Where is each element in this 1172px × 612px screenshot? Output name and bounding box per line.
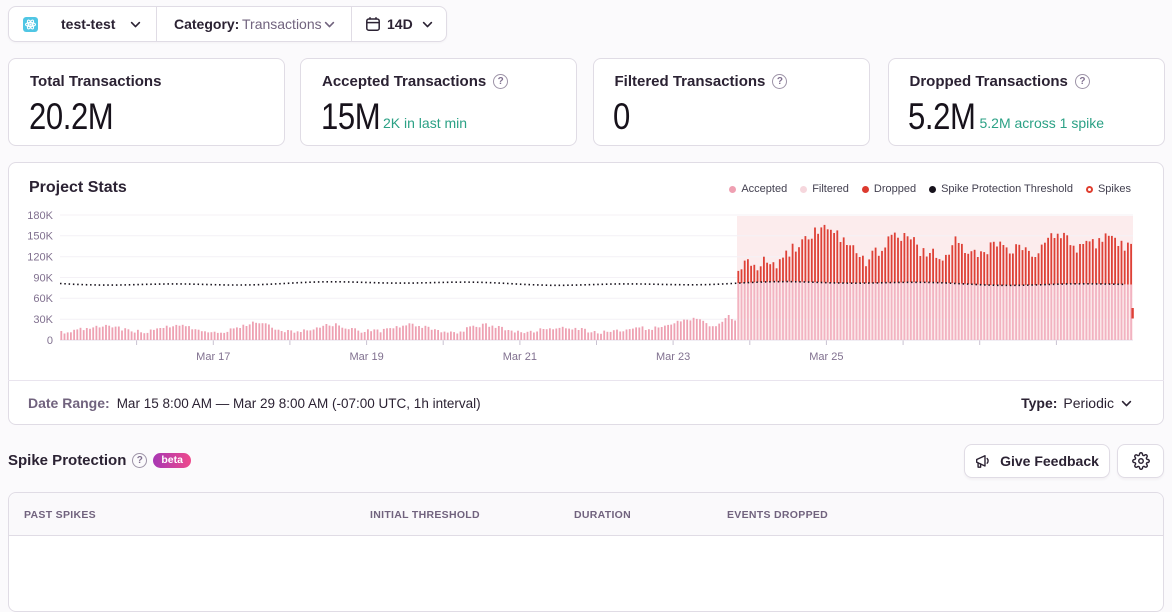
svg-text:Mar 19: Mar 19 [349,351,383,363]
svg-text:Mar 25: Mar 25 [809,351,843,363]
svg-text:180K: 180K [27,210,53,222]
svg-text:Mar 17: Mar 17 [196,351,230,363]
svg-text:Mar 23: Mar 23 [656,351,690,363]
svg-text:0: 0 [47,335,53,347]
svg-text:Mar 21: Mar 21 [503,351,537,363]
svg-text:150K: 150K [27,231,53,243]
svg-text:120K: 120K [27,252,53,264]
svg-text:30K: 30K [33,314,53,326]
svg-text:90K: 90K [33,272,53,284]
svg-text:60K: 60K [33,293,53,305]
